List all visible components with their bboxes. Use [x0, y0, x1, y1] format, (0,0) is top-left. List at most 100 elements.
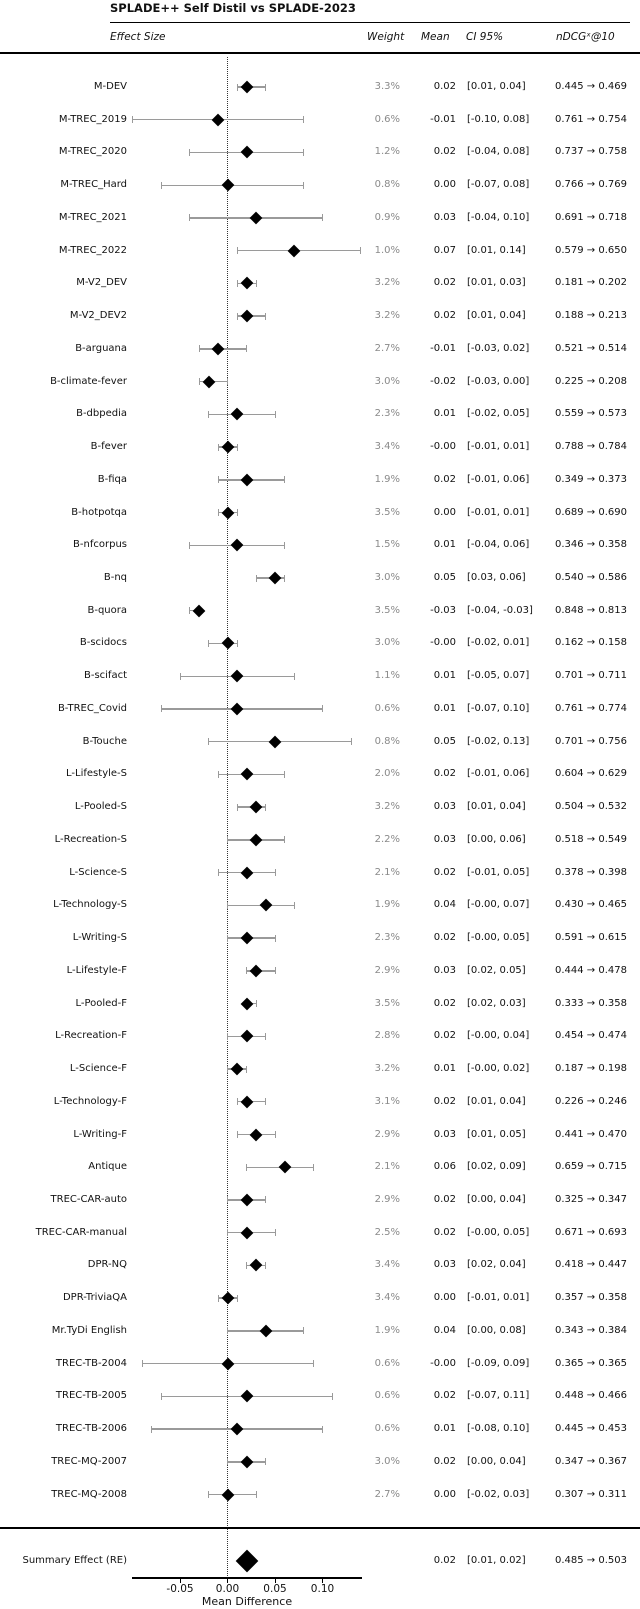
ndcg-value: 0.701 → 0.756: [555, 735, 627, 747]
summary-mean: 0.02: [433, 1555, 456, 1566]
column-header-mean: Mean: [421, 31, 450, 43]
ci-value: [-0.07, 0.10]: [467, 702, 530, 714]
ci-cap-left: [246, 1261, 247, 1269]
ci-value: [-0.01, 0.01]: [467, 441, 530, 453]
effect-marker: [240, 866, 253, 879]
column-header-ndcg: nDCGˣ@10: [556, 31, 615, 43]
ndcg-value: 0.378 → 0.398: [555, 866, 627, 878]
weight-value: 0.8%: [374, 735, 400, 747]
weight-value: 2.0%: [374, 768, 400, 780]
ci-cap-right: [284, 476, 285, 484]
row-label: B-arguana: [75, 342, 127, 354]
ci-cap-right: [274, 1229, 276, 1237]
mean-value: 0.04: [433, 899, 456, 911]
ci-value: [0.01, 0.04]: [467, 81, 526, 92]
effect-marker: [192, 604, 206, 618]
row-label: B-hotpotqa: [71, 506, 127, 518]
weight-value: 2.1%: [374, 1161, 400, 1173]
ci-cap-right: [331, 1392, 333, 1400]
ci-value: [-0.07, 0.08]: [467, 179, 530, 191]
effect-marker: [211, 113, 225, 127]
summary-ci: [0.01, 0.02]: [467, 1555, 526, 1566]
x-axis: [132, 1577, 362, 1579]
row-label: M-TREC_2020: [58, 146, 127, 158]
weight-value: 3.5%: [374, 506, 400, 518]
row-label: M-V2_DEV: [76, 277, 127, 289]
ci-value: [0.02, 0.09]: [467, 1161, 526, 1173]
ndcg-value: 0.504 → 0.532: [555, 801, 627, 813]
ci-value: [-0.00, 0.04]: [467, 1030, 530, 1042]
ci-value: [-0.03, 0.02]: [467, 342, 530, 354]
row-label: L-Technology-S: [53, 899, 127, 911]
ci-cap-left: [198, 345, 200, 353]
weight-value: 0.6%: [374, 1423, 400, 1435]
ci-cap-right: [265, 1458, 266, 1466]
ndcg-value: 0.187 → 0.198: [555, 1063, 627, 1075]
effect-marker: [211, 342, 225, 356]
mean-value: 0.02: [433, 932, 456, 944]
ci-cap-right: [265, 1098, 266, 1106]
effect-marker: [240, 1226, 253, 1240]
ndcg-value: 0.788 → 0.784: [555, 441, 627, 453]
mean-value: 0.02: [433, 81, 456, 92]
ci-value: [-0.00, 0.07]: [467, 899, 530, 911]
effect-marker: [221, 178, 234, 192]
row-label: B-scifact: [83, 670, 127, 682]
ci-value: [0.01, 0.03]: [467, 277, 526, 289]
ci-cap-left: [227, 1032, 228, 1040]
row-label: L-Writing-S: [72, 932, 127, 944]
weight-value: 0.8%: [374, 179, 400, 191]
mean-value: -0.02: [430, 375, 456, 387]
ci-cap-left: [236, 312, 238, 320]
ci-cap-right: [303, 116, 304, 124]
mean-value: 0.01: [433, 539, 456, 551]
x-axis-tick-label: 0.00: [215, 1583, 240, 1595]
row-label: L-Recreation-S: [54, 833, 127, 845]
ndcg-value: 0.689 → 0.690: [555, 506, 627, 518]
mean-value: 0.02: [433, 768, 456, 780]
weight-value: 2.3%: [374, 408, 400, 420]
effect-marker: [240, 146, 253, 159]
ci-value: [0.00, 0.06]: [467, 833, 526, 845]
effect-marker: [287, 244, 301, 258]
mean-value: 0.02: [433, 1390, 456, 1402]
weight-value: 3.1%: [374, 1095, 400, 1107]
row-label: DPR-TriviaQA: [62, 1292, 127, 1304]
effect-marker: [240, 1029, 253, 1043]
ci-cap-right: [274, 1131, 276, 1139]
mean-value: 0.03: [433, 964, 456, 976]
ci-value: [-0.02, 0.05]: [467, 408, 530, 420]
ndcg-value: 0.518 → 0.549: [555, 833, 627, 845]
mean-value: 0.00: [433, 179, 456, 191]
x-axis-tick-label: 0.10: [310, 1583, 335, 1595]
ndcg-value: 0.540 → 0.586: [555, 572, 627, 584]
weight-value: 3.0%: [374, 572, 400, 584]
ci-value: [-0.07, 0.11]: [467, 1390, 530, 1402]
row-label: TREC-MQ-2008: [51, 1488, 127, 1500]
mean-value: 0.02: [433, 146, 456, 158]
ci-value: [-0.05, 0.07]: [467, 670, 530, 682]
ci-cap-right: [274, 410, 276, 418]
ci-cap-left: [227, 1327, 228, 1335]
ci-cap-left: [208, 1491, 209, 1499]
ci-value: [0.00, 0.08]: [467, 1324, 526, 1336]
row-label: B-TREC_Covid: [57, 702, 127, 714]
mean-value: 0.02: [433, 997, 456, 1009]
mean-value: 0.02: [433, 473, 456, 485]
weight-value: 2.3%: [374, 932, 400, 944]
row-label: M-V2_DEV2: [69, 310, 127, 322]
ci-cap-right: [284, 836, 285, 844]
mean-value: 0.03: [433, 833, 456, 845]
ci-value: [0.01, 0.04]: [467, 801, 526, 813]
ci-cap-right: [284, 770, 285, 778]
ndcg-value: 0.307 → 0.311: [555, 1488, 627, 1500]
ci-cap-right: [265, 803, 266, 811]
ci-cap-left: [227, 1196, 228, 1204]
weight-value: 0.6%: [374, 113, 400, 125]
ci-cap-left: [236, 83, 238, 91]
effect-marker: [240, 768, 253, 781]
ci-cap-right: [312, 1360, 314, 1368]
ci-cap-left: [236, 1098, 238, 1106]
effect-marker: [230, 407, 244, 421]
ci-value: [0.00, 0.04]: [467, 1455, 526, 1467]
